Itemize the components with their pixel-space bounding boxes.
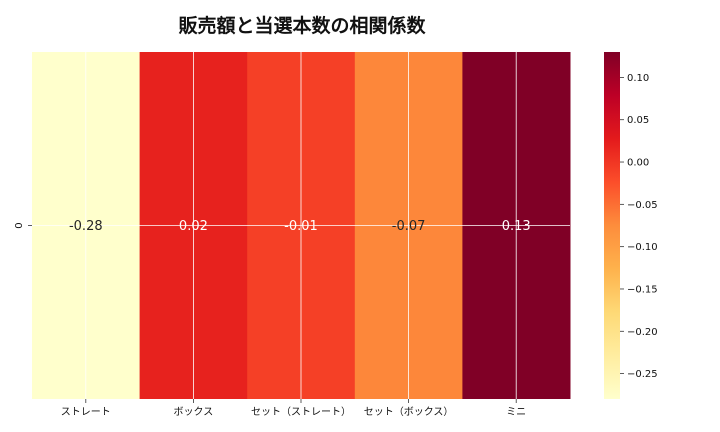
colorbar-tick-label: 0.00 bbox=[627, 158, 649, 169]
colorbar: 0.10 0.05 0.00 −0.05 −0.10 −0.15 −0.20 −0.25 bbox=[604, 52, 658, 399]
cell-labels: -0.28 0.02 -0.01 -0.07 0.13 bbox=[69, 219, 531, 234]
cell-value-label: -0.28 bbox=[69, 219, 103, 234]
cell-value-label: -0.07 bbox=[392, 219, 426, 234]
colorbar-tick-label: −0.25 bbox=[627, 369, 658, 380]
colorbar-tick-label: −0.05 bbox=[627, 200, 658, 211]
x-tick-label: ストレート bbox=[61, 407, 111, 418]
x-tick-label: セット（ボックス） bbox=[364, 406, 454, 418]
x-tick-label: ミニ bbox=[506, 407, 526, 418]
x-tick-label: セット（ストレート） bbox=[251, 406, 351, 418]
colorbar-tick-label: −0.15 bbox=[627, 284, 658, 295]
x-tick-label: ボックス bbox=[174, 406, 214, 418]
y-tick-label: 0 bbox=[14, 222, 25, 228]
chart-title: 販売額と当選本数の相関係数 bbox=[178, 14, 426, 37]
colorbar-gradient bbox=[604, 52, 620, 399]
colorbar-tick-label: 0.10 bbox=[627, 73, 649, 84]
grid-lines bbox=[32, 52, 570, 399]
cell-value-label: 0.13 bbox=[502, 219, 531, 234]
y-axis: 0 bbox=[14, 222, 32, 229]
colorbar-tick-label: −0.20 bbox=[627, 327, 658, 338]
cell-value-label: -0.01 bbox=[284, 219, 318, 234]
colorbar-tick-label: −0.10 bbox=[627, 242, 658, 253]
colorbar-tick-label: 0.05 bbox=[627, 115, 649, 126]
x-axis: ストレート ボックス セット（ストレート） セット（ボックス） ミニ bbox=[61, 399, 526, 418]
cell-value-label: 0.02 bbox=[179, 219, 208, 234]
